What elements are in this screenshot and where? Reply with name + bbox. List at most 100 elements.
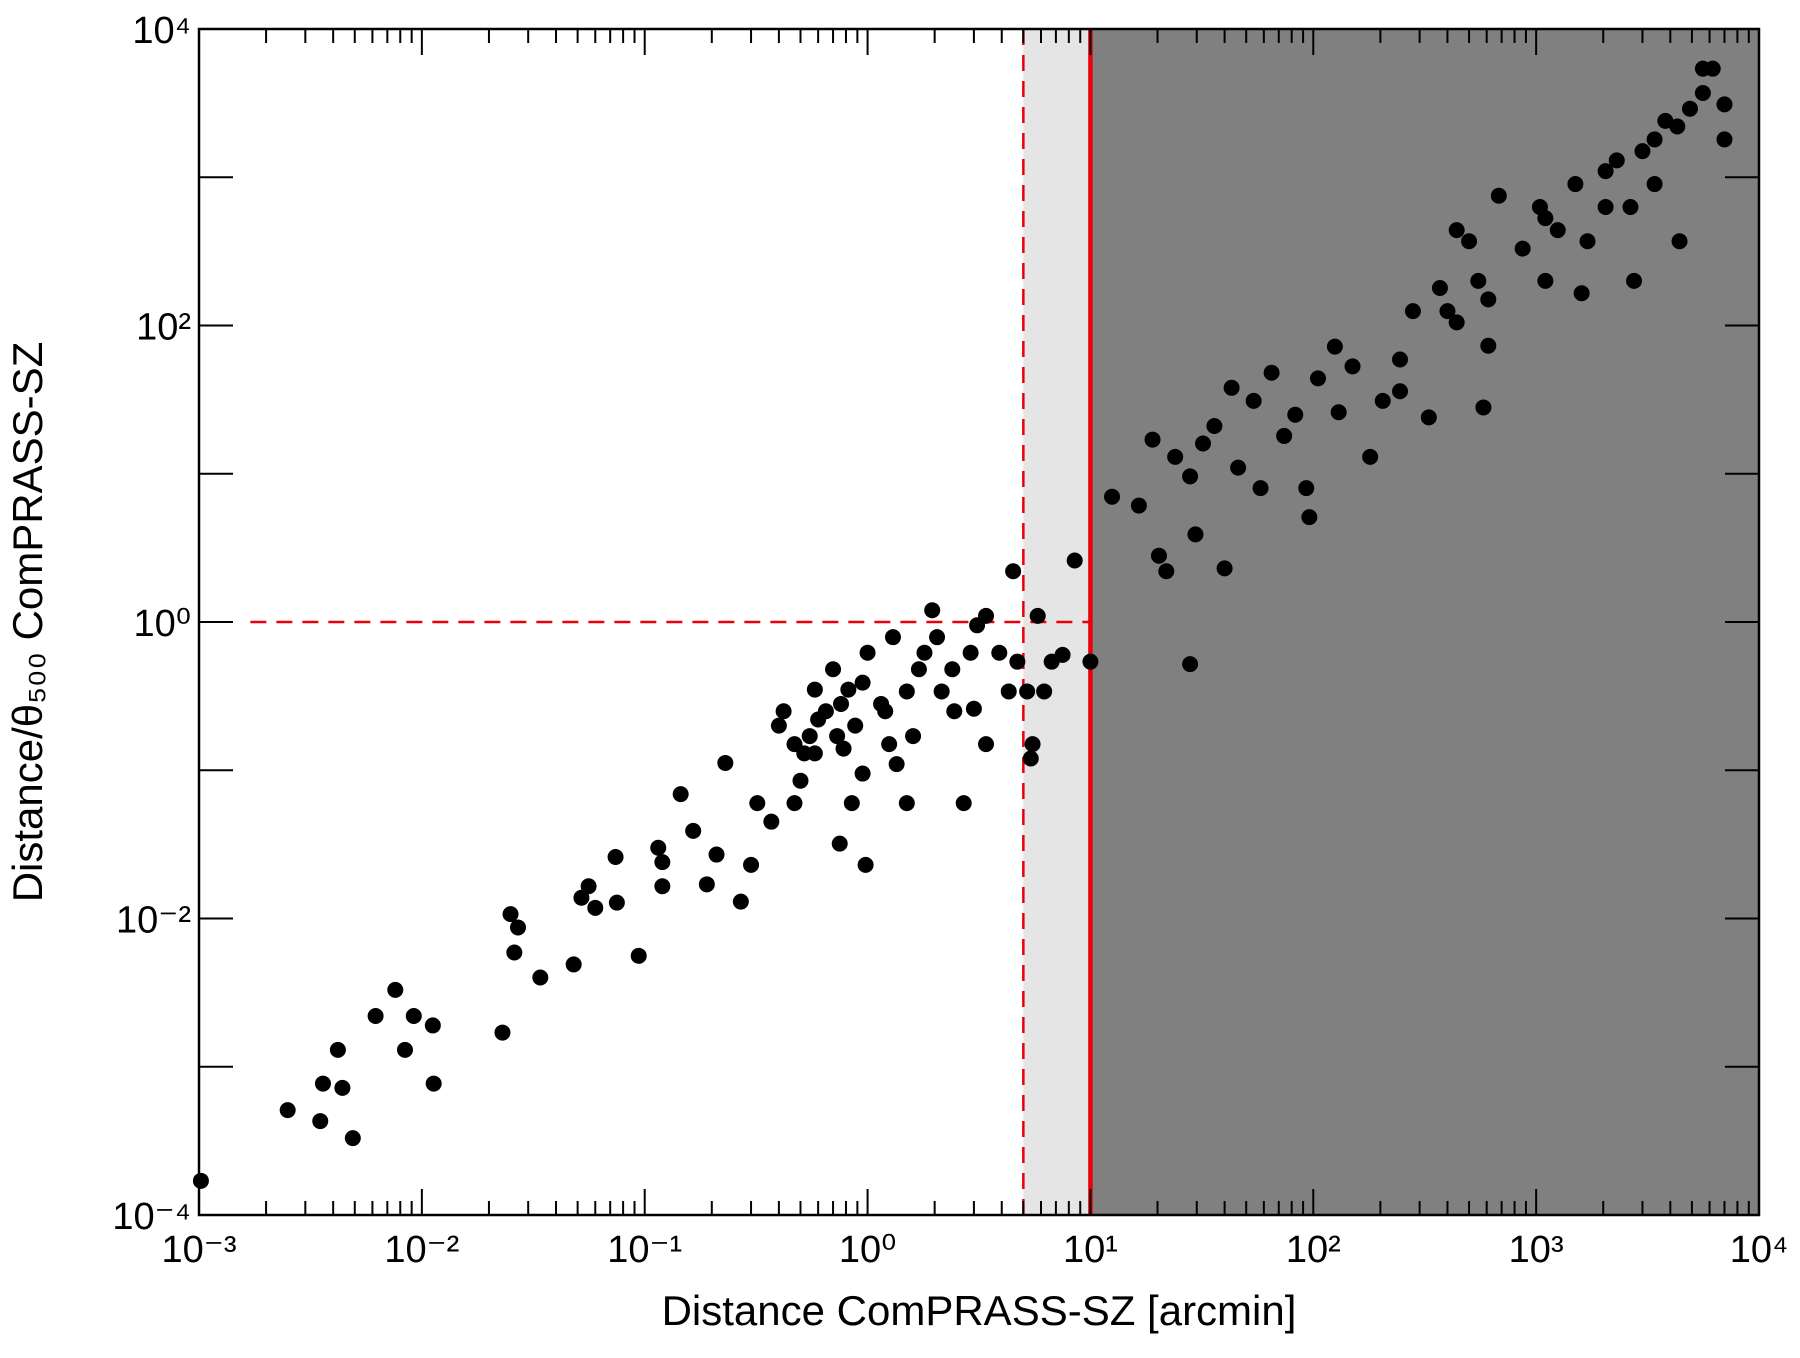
data-point xyxy=(1024,736,1041,753)
data-point xyxy=(672,786,689,803)
data-point xyxy=(1036,683,1053,700)
data-point xyxy=(708,846,725,863)
data-point xyxy=(1439,303,1456,320)
data-point xyxy=(763,813,780,830)
data-point xyxy=(1622,198,1639,215)
data-point xyxy=(806,681,823,698)
x-tick-label: 10⁻¹ xyxy=(607,1229,682,1271)
data-point xyxy=(587,899,604,916)
data-point xyxy=(978,736,995,753)
data-point xyxy=(1694,85,1711,102)
data-point xyxy=(717,754,734,771)
data-point xyxy=(1326,338,1343,355)
data-point xyxy=(1716,131,1733,148)
data-point xyxy=(843,795,860,812)
data-point xyxy=(1420,409,1437,426)
data-point xyxy=(829,728,846,745)
data-point xyxy=(854,674,871,691)
data-point xyxy=(1549,222,1566,239)
data-point xyxy=(898,795,915,812)
data-point xyxy=(1480,337,1497,354)
data-point xyxy=(580,878,597,895)
data-point xyxy=(1490,187,1507,204)
data-point xyxy=(1431,280,1448,297)
data-point xyxy=(831,835,848,852)
data-point xyxy=(1104,488,1121,505)
data-point xyxy=(1195,435,1212,452)
data-point xyxy=(654,878,671,895)
data-point xyxy=(881,736,898,753)
data-point xyxy=(279,1102,296,1119)
data-point xyxy=(965,700,982,717)
data-point xyxy=(873,695,890,712)
y-tick-label: 10⁻² xyxy=(116,900,191,942)
data-point xyxy=(1019,683,1036,700)
data-point xyxy=(916,644,933,661)
data-point xyxy=(786,795,803,812)
data-point xyxy=(1716,96,1733,113)
x-axis-title: Distance ComPRASS-SZ [arcmin] xyxy=(662,1287,1297,1334)
data-point xyxy=(857,856,874,873)
data-point xyxy=(1310,370,1327,387)
data-point xyxy=(929,629,946,646)
data-point xyxy=(1573,285,1590,302)
data-point xyxy=(573,889,590,906)
data-point xyxy=(1230,459,1247,476)
data-point xyxy=(1374,392,1391,409)
data-point xyxy=(1567,176,1584,193)
data-point xyxy=(1608,152,1625,169)
y-tick-label: 10⁴ xyxy=(132,10,191,52)
data-point xyxy=(314,1075,331,1092)
data-point xyxy=(810,711,827,728)
data-point xyxy=(1054,646,1071,663)
data-point xyxy=(946,703,963,720)
data-point xyxy=(955,795,972,812)
data-point xyxy=(1344,358,1361,375)
shaded-region xyxy=(1090,29,1759,1215)
y-axis-title: Distance/θ₅₀₀ ComPRASS-SZ xyxy=(4,342,51,903)
data-point xyxy=(1392,383,1409,400)
data-point xyxy=(1392,351,1409,368)
data-point xyxy=(1130,497,1147,514)
data-point xyxy=(192,1172,209,1189)
data-point xyxy=(775,703,792,720)
data-point xyxy=(924,602,941,619)
data-point xyxy=(801,728,818,745)
data-point xyxy=(1646,131,1663,148)
background-layer xyxy=(250,29,1759,1215)
data-point xyxy=(425,1075,442,1092)
data-point xyxy=(405,1007,422,1024)
x-tick-label: 10⁻² xyxy=(384,1229,459,1271)
data-point xyxy=(1182,656,1199,673)
data-point xyxy=(1634,143,1651,160)
data-point xyxy=(312,1113,329,1130)
data-point xyxy=(962,644,979,661)
data-point xyxy=(387,981,404,998)
data-point xyxy=(905,728,922,745)
data-point xyxy=(1514,240,1531,257)
data-point xyxy=(1287,406,1304,423)
data-point xyxy=(424,1017,441,1034)
data-point xyxy=(396,1041,413,1058)
data-point xyxy=(1082,653,1099,670)
points-layer xyxy=(192,60,1733,1189)
data-point xyxy=(749,795,766,812)
data-point xyxy=(509,919,526,936)
data-point xyxy=(654,854,671,871)
data-point xyxy=(650,839,667,856)
data-point xyxy=(1298,480,1315,497)
data-point xyxy=(532,969,549,986)
data-point xyxy=(854,765,871,782)
y-tick-label: 10⁰ xyxy=(133,603,191,645)
data-point xyxy=(1597,198,1614,215)
data-point xyxy=(1404,303,1421,320)
data-point xyxy=(1187,526,1204,543)
data-point xyxy=(786,736,803,753)
data-point xyxy=(608,894,625,911)
data-point xyxy=(1182,468,1199,485)
x-tick-label: 10² xyxy=(1286,1229,1341,1271)
data-point xyxy=(840,681,857,698)
data-point xyxy=(1475,399,1492,416)
